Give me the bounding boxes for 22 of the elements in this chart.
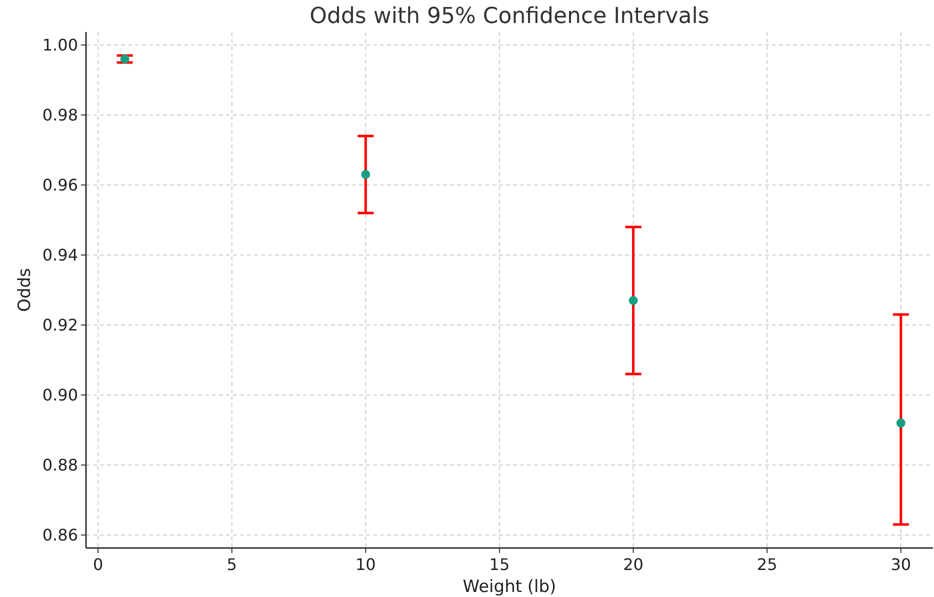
y-tick-label: 0.92: [42, 316, 78, 335]
point: [120, 54, 130, 64]
x-tick-label: 0: [92, 555, 104, 574]
y-tick-label: 0.94: [42, 246, 78, 265]
x-tick-label: 5: [226, 555, 237, 574]
y-tick-label: 0.86: [42, 526, 78, 545]
x-tick-label: 20: [623, 555, 644, 574]
x-tick-label: 15: [489, 555, 510, 574]
x-tick-label: 30: [890, 555, 912, 574]
x-tick-label: 10: [355, 555, 376, 574]
point: [628, 296, 638, 305]
chart-title: Odds with 95% Confidence Intervals: [310, 4, 710, 29]
y-axis-title: Odds: [15, 268, 35, 312]
y-tick-label: 0.90: [42, 386, 78, 405]
point: [896, 418, 906, 428]
x-tick-label: 25: [756, 555, 778, 574]
point: [361, 170, 370, 179]
y-tick-label: 0.98: [42, 106, 78, 125]
x-axis-title: Weight (lb): [462, 577, 556, 597]
y-tick-label: 0.88: [42, 456, 78, 475]
y-tick-label: 1.00: [42, 36, 78, 55]
y-tick-label: 0.96: [42, 176, 78, 195]
